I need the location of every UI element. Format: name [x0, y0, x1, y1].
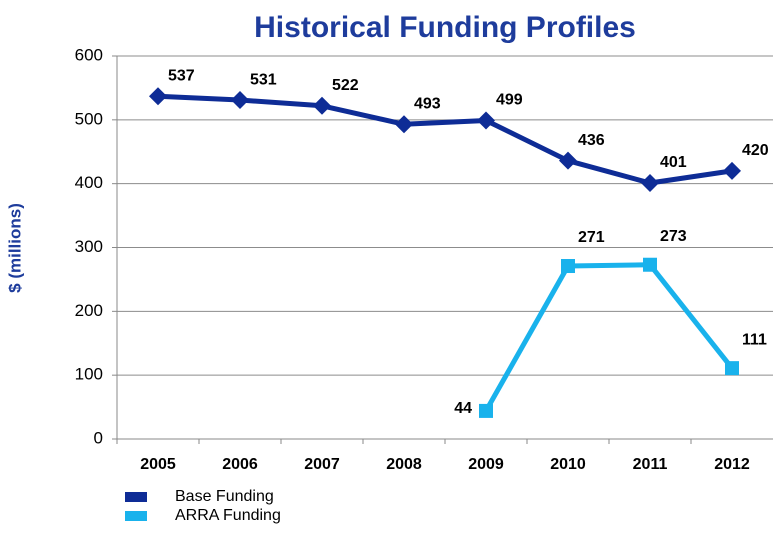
- point-marker: [313, 96, 331, 115]
- y-tick-label: 0: [94, 428, 103, 447]
- y-tick-label: 300: [75, 237, 103, 256]
- y-tick-label: 600: [75, 45, 103, 64]
- x-tick-label: 2006: [222, 456, 258, 473]
- data-label: 420: [742, 142, 769, 159]
- point-marker: [641, 174, 659, 193]
- point-marker: [149, 87, 167, 106]
- data-label: 401: [660, 154, 687, 171]
- point-marker: [477, 111, 495, 130]
- point-marker: [231, 91, 249, 110]
- data-label: 273: [660, 228, 687, 245]
- legend-label: ARRA Funding: [175, 507, 281, 524]
- data-label: 499: [496, 92, 523, 109]
- x-tick-label: 2007: [304, 456, 340, 473]
- series-line: [157, 93, 733, 186]
- legend-swatch: [125, 492, 147, 502]
- point-marker: [725, 361, 739, 376]
- point-marker: [723, 161, 741, 180]
- point-marker: [559, 151, 577, 170]
- data-label: 522: [332, 77, 359, 94]
- y-tick-label: 100: [75, 365, 103, 384]
- series-line: [483, 262, 734, 413]
- data-label: 436: [578, 132, 605, 149]
- y-tick-label: 500: [75, 109, 103, 128]
- x-tick-label: 2008: [386, 456, 422, 473]
- legend-label: Base Funding: [175, 488, 274, 505]
- chart-title: Historical Funding Profiles: [254, 11, 636, 44]
- data-label: 111: [742, 331, 767, 348]
- x-tick-label: 2009: [468, 456, 504, 473]
- data-label: 271: [578, 229, 605, 246]
- x-tick-label: 2011: [633, 456, 668, 473]
- data-label: 44: [454, 400, 472, 417]
- x-tick-label: 2012: [714, 456, 750, 473]
- point-marker: [395, 115, 413, 134]
- point-marker: [561, 259, 575, 274]
- data-label: 493: [414, 96, 441, 113]
- x-tick-label: 2010: [550, 456, 586, 473]
- y-axis-label: $ (millions): [5, 203, 24, 293]
- y-tick-label: 200: [75, 301, 103, 320]
- legend-swatch: [125, 511, 147, 521]
- point-marker: [643, 257, 657, 272]
- point-marker: [479, 403, 493, 418]
- y-tick-label: 400: [75, 173, 103, 192]
- data-label: 537: [168, 67, 195, 84]
- x-tick-label: 2005: [140, 456, 176, 473]
- data-label: 531: [250, 71, 277, 88]
